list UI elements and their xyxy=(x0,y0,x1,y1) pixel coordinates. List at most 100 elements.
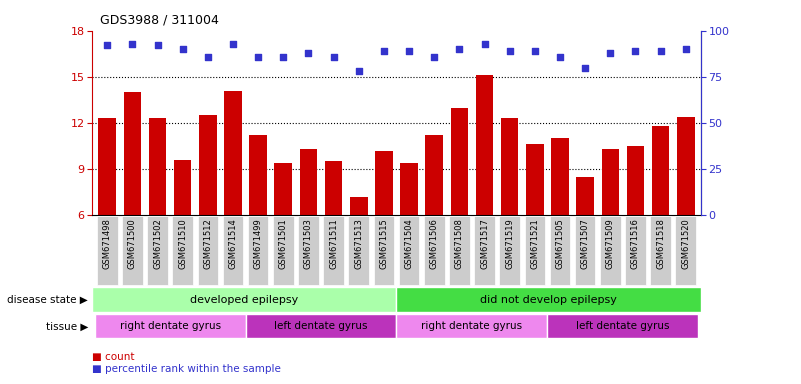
Bar xyxy=(249,135,267,215)
Bar xyxy=(425,135,443,215)
Point xyxy=(403,48,416,54)
Text: GSM671515: GSM671515 xyxy=(380,218,388,269)
Bar xyxy=(92,287,396,312)
Text: did not develop epilepsy: did not develop epilepsy xyxy=(481,295,617,305)
Bar xyxy=(174,160,191,215)
Bar xyxy=(451,108,469,215)
Bar xyxy=(652,126,670,215)
Bar xyxy=(575,217,595,285)
Bar xyxy=(602,149,619,215)
Text: GSM671499: GSM671499 xyxy=(254,218,263,269)
Text: GSM671510: GSM671510 xyxy=(178,218,187,269)
Point xyxy=(176,46,189,52)
Bar xyxy=(99,118,116,215)
Text: ■ count: ■ count xyxy=(92,352,135,362)
Bar xyxy=(275,163,292,215)
Bar xyxy=(198,217,218,285)
Text: left dentate gyrus: left dentate gyrus xyxy=(576,321,670,331)
Bar xyxy=(396,287,701,312)
Text: left dentate gyrus: left dentate gyrus xyxy=(274,321,368,331)
Bar xyxy=(476,75,493,215)
Point xyxy=(151,42,164,48)
Point xyxy=(503,48,516,54)
Point xyxy=(453,46,466,52)
Text: GSM671516: GSM671516 xyxy=(631,218,640,269)
Bar xyxy=(224,91,242,215)
Point xyxy=(428,53,441,60)
Text: GSM671520: GSM671520 xyxy=(682,218,690,269)
Text: right dentate gyrus: right dentate gyrus xyxy=(119,321,220,331)
Bar xyxy=(577,177,594,215)
Bar xyxy=(97,217,118,285)
Point xyxy=(277,53,290,60)
Bar xyxy=(626,146,644,215)
Text: ■ percentile rank within the sample: ■ percentile rank within the sample xyxy=(92,364,281,374)
Bar xyxy=(501,118,518,215)
Bar xyxy=(248,217,268,285)
Bar xyxy=(526,144,544,215)
Point xyxy=(201,53,214,60)
Point xyxy=(553,53,566,60)
Point xyxy=(327,53,340,60)
Bar xyxy=(525,217,545,285)
Point xyxy=(478,41,491,47)
Bar xyxy=(650,217,671,285)
Text: GSM671521: GSM671521 xyxy=(530,218,539,269)
Point xyxy=(377,48,390,54)
Bar xyxy=(499,217,520,285)
Text: GSM671506: GSM671506 xyxy=(429,218,439,269)
Point xyxy=(529,48,541,54)
Text: GSM671508: GSM671508 xyxy=(455,218,464,269)
Bar xyxy=(298,217,319,285)
Bar xyxy=(350,197,368,215)
Text: GSM671513: GSM671513 xyxy=(354,218,364,269)
Text: developed epilepsy: developed epilepsy xyxy=(190,295,299,305)
Bar xyxy=(324,161,342,215)
Bar xyxy=(600,217,621,285)
Point xyxy=(629,48,642,54)
Bar xyxy=(400,163,418,215)
Text: GSM671514: GSM671514 xyxy=(228,218,237,269)
Bar xyxy=(551,138,569,215)
Text: GSM671500: GSM671500 xyxy=(128,218,137,269)
Text: GSM671505: GSM671505 xyxy=(556,218,565,269)
Bar xyxy=(123,92,141,215)
Text: GSM671504: GSM671504 xyxy=(405,218,413,269)
Text: GSM671503: GSM671503 xyxy=(304,218,313,269)
Point xyxy=(126,41,139,47)
Bar xyxy=(147,217,168,285)
Bar xyxy=(549,217,570,285)
Text: tissue ▶: tissue ▶ xyxy=(46,321,88,331)
Text: GSM671501: GSM671501 xyxy=(279,218,288,269)
Text: GSM671512: GSM671512 xyxy=(203,218,212,269)
Text: GSM671511: GSM671511 xyxy=(329,218,338,269)
Text: GSM671502: GSM671502 xyxy=(153,218,162,269)
Bar xyxy=(449,217,469,285)
Bar xyxy=(424,217,445,285)
Bar xyxy=(122,217,143,285)
Text: GSM671517: GSM671517 xyxy=(480,218,489,269)
Text: GSM671509: GSM671509 xyxy=(606,218,615,269)
Point xyxy=(352,68,365,74)
Bar xyxy=(246,314,396,339)
Bar xyxy=(375,151,392,215)
Bar xyxy=(300,149,317,215)
Point xyxy=(579,65,592,71)
Point xyxy=(101,42,114,48)
Bar xyxy=(675,217,696,285)
Point xyxy=(302,50,315,56)
Text: GSM671519: GSM671519 xyxy=(505,218,514,269)
Bar xyxy=(373,217,394,285)
Bar xyxy=(677,117,694,215)
Point xyxy=(654,48,667,54)
Text: GDS3988 / 311004: GDS3988 / 311004 xyxy=(100,14,219,27)
Bar xyxy=(625,217,646,285)
Bar xyxy=(149,118,167,215)
Bar xyxy=(199,115,216,215)
Bar xyxy=(172,217,193,285)
Bar xyxy=(547,314,698,339)
Bar xyxy=(396,314,547,339)
Bar xyxy=(324,217,344,285)
Point xyxy=(604,50,617,56)
Text: GSM671518: GSM671518 xyxy=(656,218,665,269)
